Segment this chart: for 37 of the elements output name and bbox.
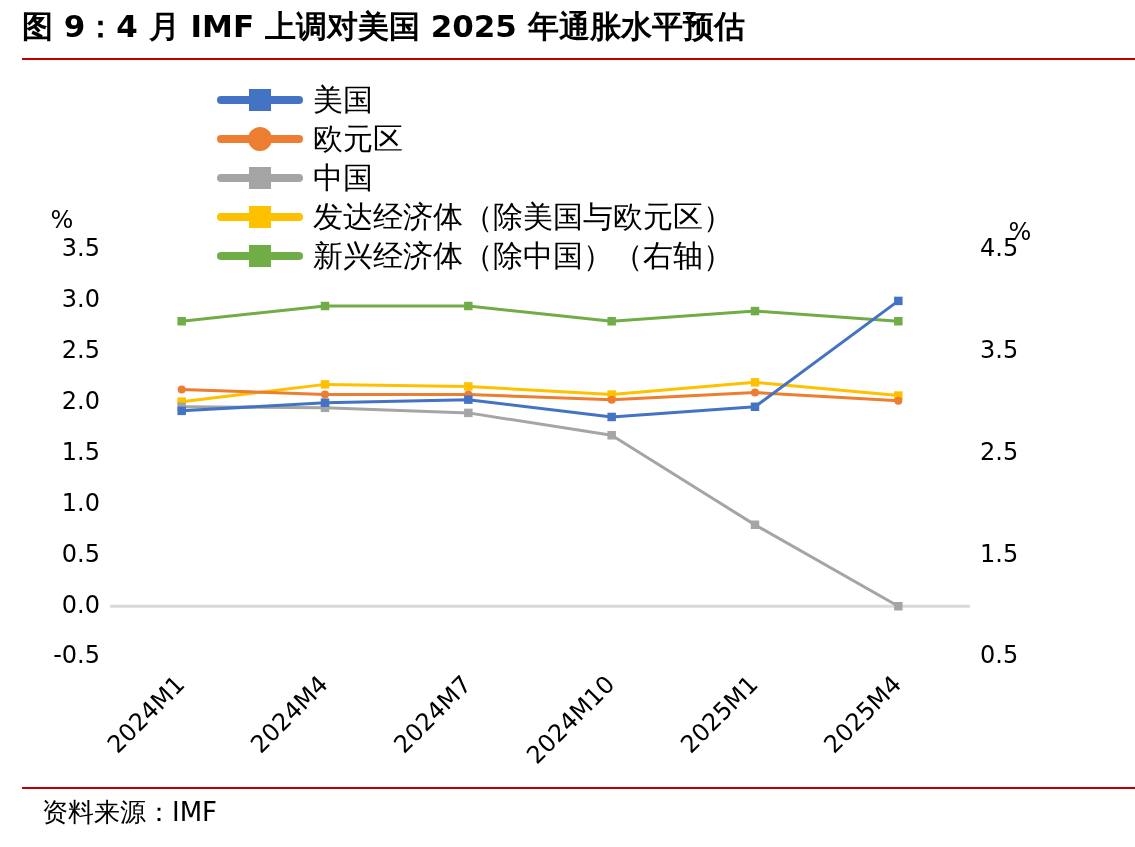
y2-tick-label: 3.5 xyxy=(980,336,1019,365)
point xyxy=(750,378,760,387)
y-tick-label: 3.5 xyxy=(61,234,100,263)
point xyxy=(894,396,903,405)
point xyxy=(321,390,329,399)
point xyxy=(894,296,903,306)
y-tick-label: 1.5 xyxy=(61,437,100,466)
legend-label: 发达经济体（除美国与欧元区） xyxy=(313,198,733,236)
point xyxy=(320,380,330,389)
legend-label: 欧元区 xyxy=(313,120,403,158)
point xyxy=(607,412,616,422)
chart-title: 图 9：4 月 IMF 上调对美国 2025 年通胀水平预估 xyxy=(22,7,745,46)
y-tick-label: -0.5 xyxy=(53,641,100,670)
point xyxy=(320,398,330,407)
point xyxy=(177,406,186,416)
legend-label: 中国 xyxy=(313,159,373,197)
point xyxy=(751,388,759,397)
y2-tick-label: 0.5 xyxy=(980,641,1019,670)
point xyxy=(464,382,473,391)
y-tick-label: 3.0 xyxy=(61,285,100,314)
y-tick-label: 0.0 xyxy=(61,590,100,619)
legend-label: 新兴经济体（除中国）（右轴） xyxy=(313,237,733,275)
point xyxy=(464,408,473,418)
y-tick-label: 1.0 xyxy=(61,488,100,517)
y2-tick-label: 1.5 xyxy=(980,539,1019,568)
y-tick-label: 0.5 xyxy=(61,539,100,568)
text: 资料来源：IMF xyxy=(42,796,218,829)
legend-label: 美国 xyxy=(313,81,373,119)
point xyxy=(607,395,616,404)
y-tick-label: 2.5 xyxy=(61,336,100,365)
y2-tick-label: 2.5 xyxy=(980,437,1019,466)
point xyxy=(464,395,473,404)
point xyxy=(607,431,616,440)
point xyxy=(894,602,903,611)
point xyxy=(177,385,186,394)
y-axis-title: % xyxy=(50,206,74,235)
y-tick-label: 2.0 xyxy=(61,386,100,415)
